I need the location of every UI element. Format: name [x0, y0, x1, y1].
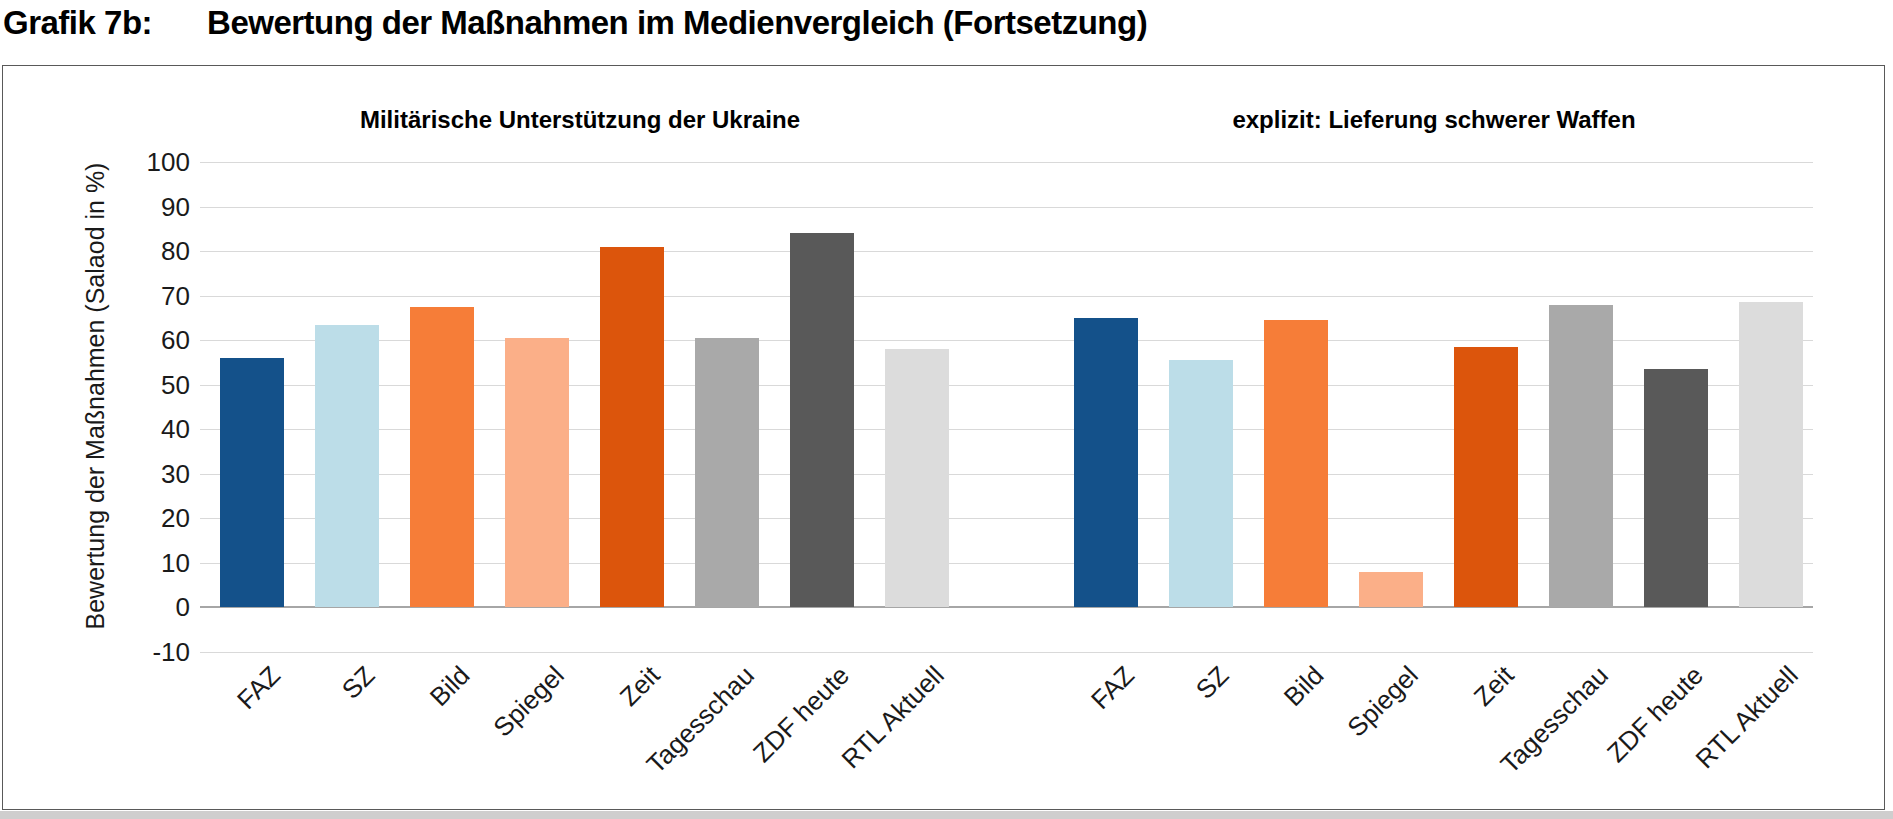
bar-chart: Grafik 7b: Bewertung der Maßnahmen im Med…	[0, 0, 1893, 819]
bar-zdf-heute-group2	[1644, 369, 1708, 607]
gridline	[200, 296, 1813, 297]
bar-zeit-group2	[1454, 347, 1518, 608]
gridline	[200, 652, 1813, 653]
y-tick-label: 40	[100, 414, 190, 444]
y-tick-label: -10	[100, 637, 190, 667]
gridline	[200, 162, 1813, 163]
y-tick-label: 80	[100, 236, 190, 266]
page-title-label: Grafik 7b:	[3, 4, 152, 41]
page-title-text: Bewertung der Maßnahmen im Medienverglei…	[207, 4, 1147, 41]
bar-spiegel-group1	[505, 338, 569, 608]
bar-spiegel-group2	[1359, 572, 1423, 608]
page-title: Grafik 7b: Bewertung der Maßnahmen im Med…	[3, 4, 1147, 42]
bar-bild-group1	[410, 307, 474, 608]
y-tick-label: 70	[100, 281, 190, 311]
bar-tagesschau-group1	[695, 338, 759, 608]
bar-rtl-aktuell-group1	[885, 349, 949, 607]
gridline	[200, 251, 1813, 252]
bar-tagesschau-group2	[1549, 305, 1613, 608]
y-tick-label: 0	[100, 592, 190, 622]
bar-rtl-aktuell-group2	[1739, 302, 1803, 607]
bar-bild-group2	[1264, 320, 1328, 607]
bar-zeit-group1	[600, 247, 664, 608]
window-bottom-edge	[0, 811, 1893, 819]
y-tick-label: 90	[100, 192, 190, 222]
bar-sz-group2	[1169, 360, 1233, 607]
y-tick-label: 30	[100, 459, 190, 489]
y-tick-label: 100	[100, 147, 190, 177]
bar-sz-group1	[315, 325, 379, 608]
panel-title-left: Militärische Unterstützung der Ukraine	[200, 106, 960, 134]
gridline	[200, 207, 1813, 208]
y-tick-label: 10	[100, 548, 190, 578]
bar-faz-group1	[220, 358, 284, 607]
panel-title-right: explizit: Lieferung schwerer Waffen	[1054, 106, 1814, 134]
bar-faz-group2	[1074, 318, 1138, 608]
y-tick-label: 50	[100, 370, 190, 400]
y-tick-label: 60	[100, 325, 190, 355]
y-tick-label: 20	[100, 503, 190, 533]
bar-zdf-heute-group1	[790, 233, 854, 607]
